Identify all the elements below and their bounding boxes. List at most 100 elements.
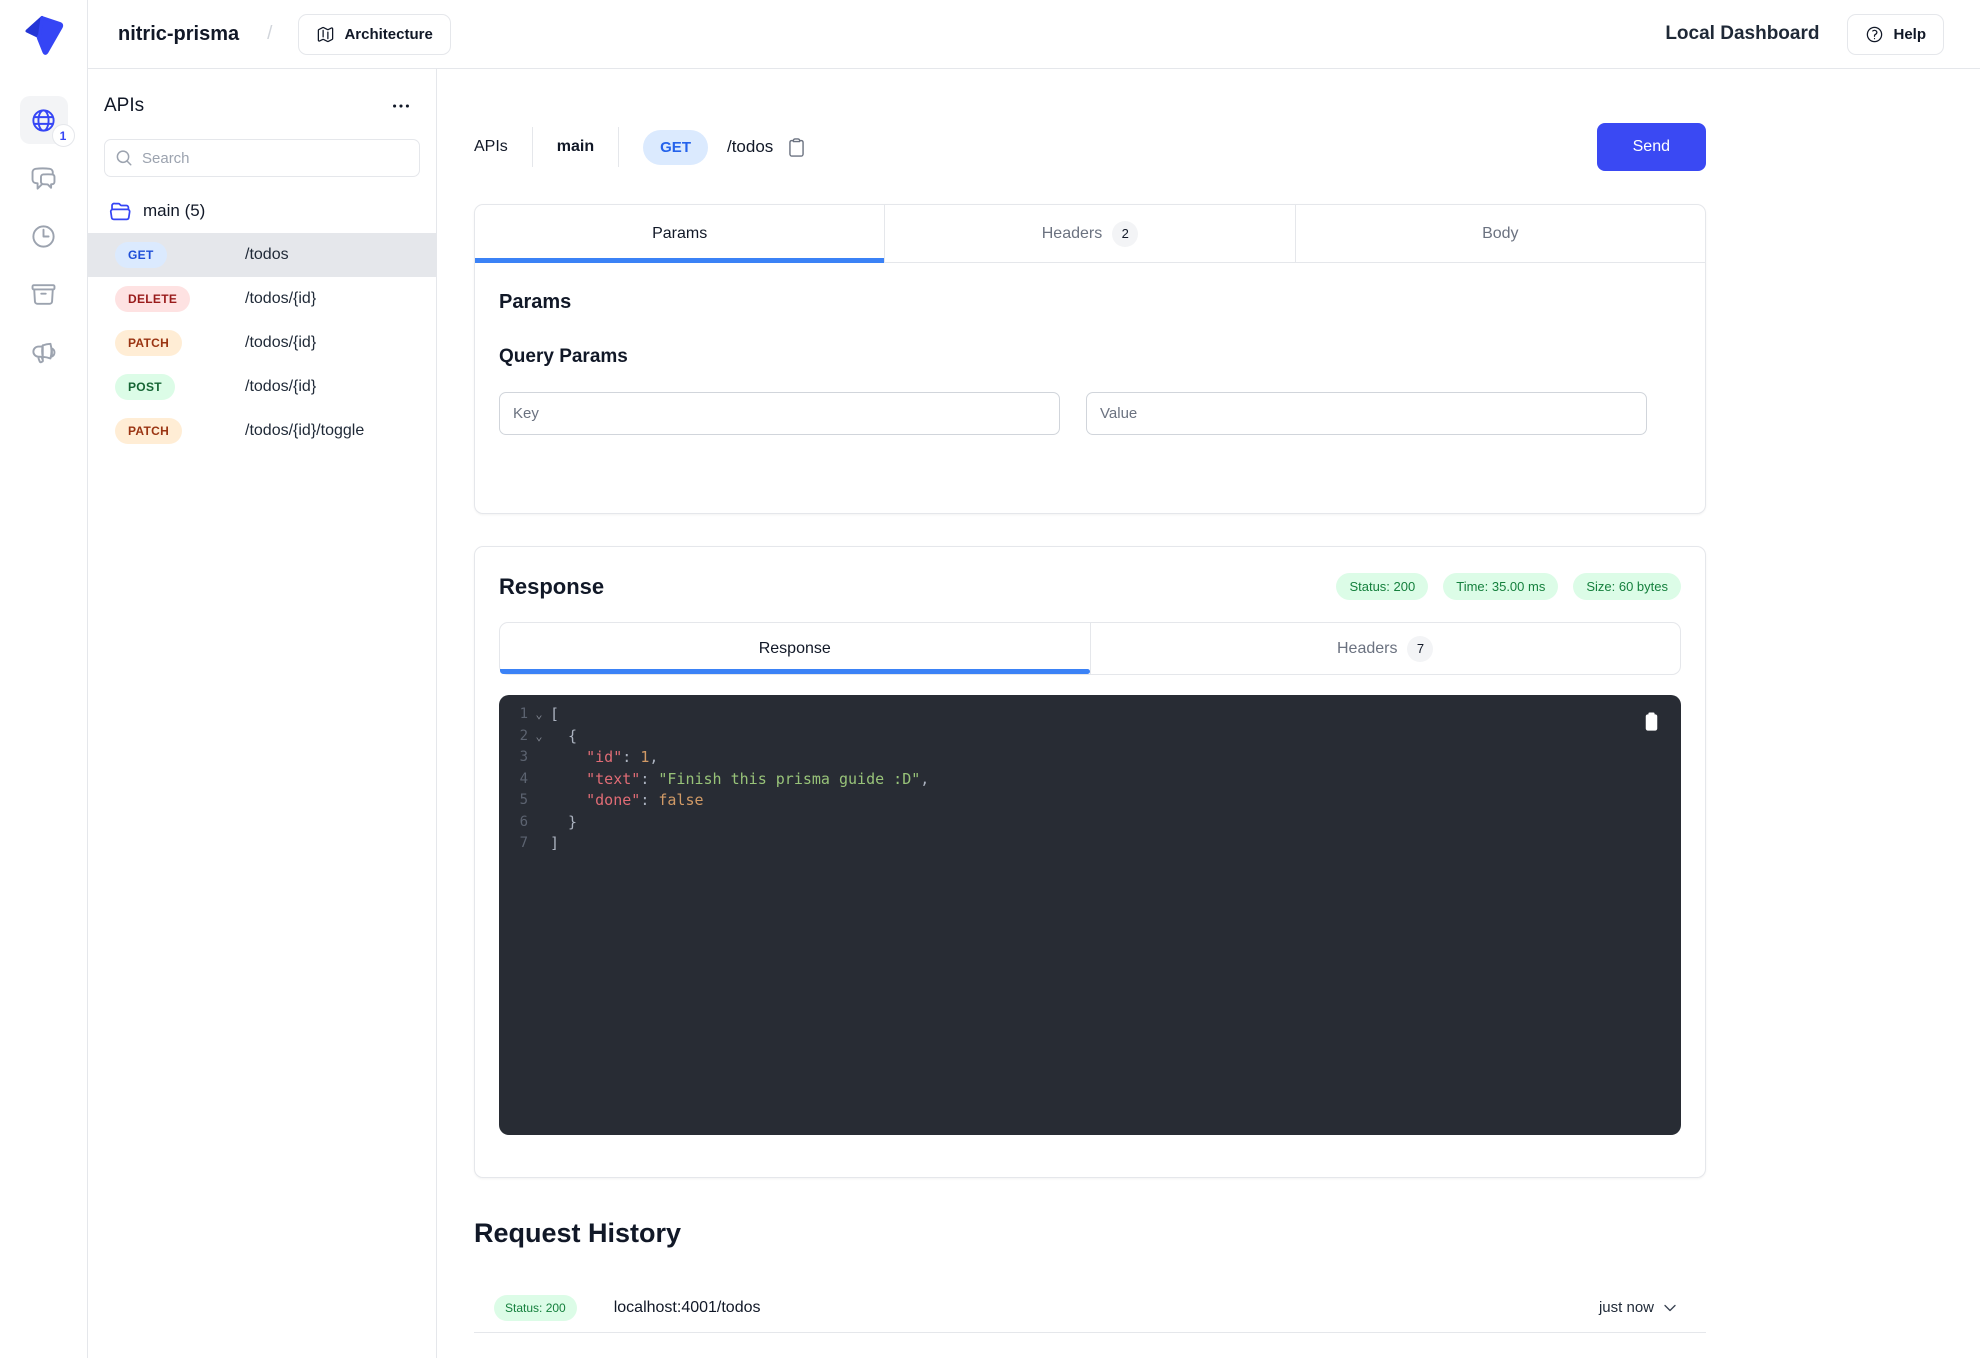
time-badge: Time: 35.00 ms: [1443, 573, 1559, 600]
code-token: "id": [586, 748, 623, 766]
architecture-button[interactable]: Architecture: [298, 13, 451, 55]
history-status-badge: Status: 200: [494, 1294, 577, 1321]
code-line-text: [: [550, 704, 559, 726]
copy-response-button[interactable]: [1640, 710, 1663, 733]
chevron-down-icon: [1664, 1304, 1676, 1311]
code-editor[interactable]: 1 ⌄ [ 2 ⌄ { 3: [499, 695, 1681, 1135]
rail-item-chat[interactable]: [20, 154, 68, 202]
editor-line: 4 "text": "Finish this prisma guide :D",: [499, 769, 1681, 791]
main-area: APIs main GET /todos Send: [437, 69, 1980, 1358]
code-token: false: [658, 791, 704, 809]
question-mark-circle-icon: [1867, 26, 1883, 42]
fold-caret-icon[interactable]: ⌄: [535, 707, 543, 721]
code-token: 1: [640, 748, 650, 766]
request-header-row: APIs main GET /todos Send: [474, 123, 1706, 171]
method-badge: POST: [115, 374, 175, 400]
search-input[interactable]: [142, 149, 409, 167]
code-token: {: [550, 726, 578, 745]
line-number: 2: [519, 727, 528, 744]
editor-line: 6 }: [499, 812, 1681, 834]
tab-label: Body: [1482, 224, 1519, 242]
rail-item-apis[interactable]: 1: [19, 96, 75, 147]
request-path: /todos: [726, 137, 774, 156]
megaphone-icon: [32, 342, 56, 363]
request-tabs: Params Headers 2 Body: [475, 205, 1705, 263]
line-number: 1: [519, 706, 528, 722]
breadcrumb-divider: [618, 127, 620, 167]
response-headers-count-badge: 7: [1407, 635, 1434, 662]
endpoint-row[interactable]: POST /todos/{id}: [88, 365, 436, 409]
chat-bubbles-icon: [31, 166, 56, 190]
tab-params[interactable]: Params: [475, 205, 885, 263]
tab-response[interactable]: Response: [500, 623, 1090, 674]
request-history-heading: Request History: [474, 1218, 682, 1248]
fold-caret-spacer: [528, 812, 550, 834]
help-button[interactable]: Help: [1847, 13, 1944, 55]
code-token: [550, 770, 586, 788]
endpoint-path: /todos: [245, 246, 289, 263]
rail-item-storage[interactable]: [20, 270, 68, 318]
endpoint-path: /todos/{id}: [245, 378, 317, 395]
code-line-text: {: [550, 726, 577, 748]
top-header: nitric-prisma / Architecture Local Dashb…: [88, 0, 1980, 69]
globe-icon: [32, 108, 55, 132]
clipboard-icon: [789, 137, 805, 157]
archive-box-icon: [31, 283, 56, 305]
tab-body[interactable]: Body: [1294, 205, 1705, 262]
endpoint-row[interactable]: GET /todos: [88, 233, 436, 277]
endpoint-path: /todos/{id}: [245, 334, 317, 351]
rail-items: 1: [19, 96, 75, 376]
code-token: "text": [586, 769, 641, 788]
local-dashboard-label: Local Dashboard: [1665, 23, 1820, 44]
code-token: [550, 791, 586, 809]
method-badge: DELETE: [115, 286, 191, 312]
breadcrumb-apis[interactable]: APIs: [474, 138, 508, 155]
params-heading: Params: [499, 291, 572, 313]
history-row[interactable]: Status: 200 localhost:4001/todos just no…: [474, 1283, 1706, 1333]
fold-caret-icon[interactable]: ⌄: [535, 728, 543, 743]
method-badge: GET: [115, 242, 167, 268]
send-button[interactable]: Send: [1596, 123, 1706, 171]
endpoint-row[interactable]: PATCH /todos/{id}/toggle: [88, 409, 436, 453]
tab-label: Response: [758, 639, 831, 657]
help-label: Help: [1893, 25, 1926, 43]
code-token: "done": [586, 791, 641, 809]
project-name: nitric-prisma: [118, 22, 240, 45]
rail-item-schedules[interactable]: [20, 212, 68, 260]
code-token: [: [550, 705, 560, 723]
code-line-text: "id": 1,: [550, 747, 658, 769]
tab-headers[interactable]: Headers 2: [884, 205, 1294, 262]
line-number: 7: [519, 835, 528, 851]
endpoint-row[interactable]: PATCH /todos/{id}: [88, 321, 436, 365]
query-value-input[interactable]: [1086, 392, 1647, 435]
fold-caret-spacer: [528, 833, 550, 855]
breadcrumb-api-name[interactable]: main: [556, 138, 595, 155]
architecture-label: Architecture: [344, 25, 433, 43]
line-number: 4: [519, 770, 528, 787]
tab-label: Headers: [1337, 639, 1398, 657]
tab-response-headers[interactable]: Headers 7: [1089, 623, 1681, 674]
status-badge: Status: 200: [1336, 573, 1429, 600]
history-time-toggle[interactable]: just now: [1599, 1299, 1678, 1316]
code-line-text: ]: [550, 833, 559, 855]
icon-rail: 1: [0, 0, 88, 1358]
editor-line: 3 "id": 1,: [499, 747, 1681, 769]
endpoint-row[interactable]: DELETE /todos/{id}: [88, 277, 436, 321]
line-number: 6: [519, 813, 528, 830]
method-pill: GET: [643, 129, 708, 165]
apis-panel: APIs main (5) GET /todos: [88, 69, 437, 1358]
code-line-text: }: [550, 812, 577, 834]
query-key-input[interactable]: [499, 392, 1060, 435]
clipboard-icon: [1645, 712, 1658, 731]
request-breadcrumb: APIs main GET /todos: [474, 127, 807, 167]
apis-menu-button[interactable]: [386, 91, 416, 121]
search-box: [104, 139, 420, 177]
rail-item-topics[interactable]: [20, 328, 68, 376]
code-token: :: [640, 769, 659, 788]
code-token: }: [550, 812, 578, 831]
api-folder-row[interactable]: main (5): [88, 195, 436, 227]
copy-path-button[interactable]: [786, 137, 807, 158]
response-badges: Status: 200 Time: 35.00 ms Size: 60 byte…: [1336, 573, 1681, 600]
ellipsis-icon: [393, 104, 409, 108]
